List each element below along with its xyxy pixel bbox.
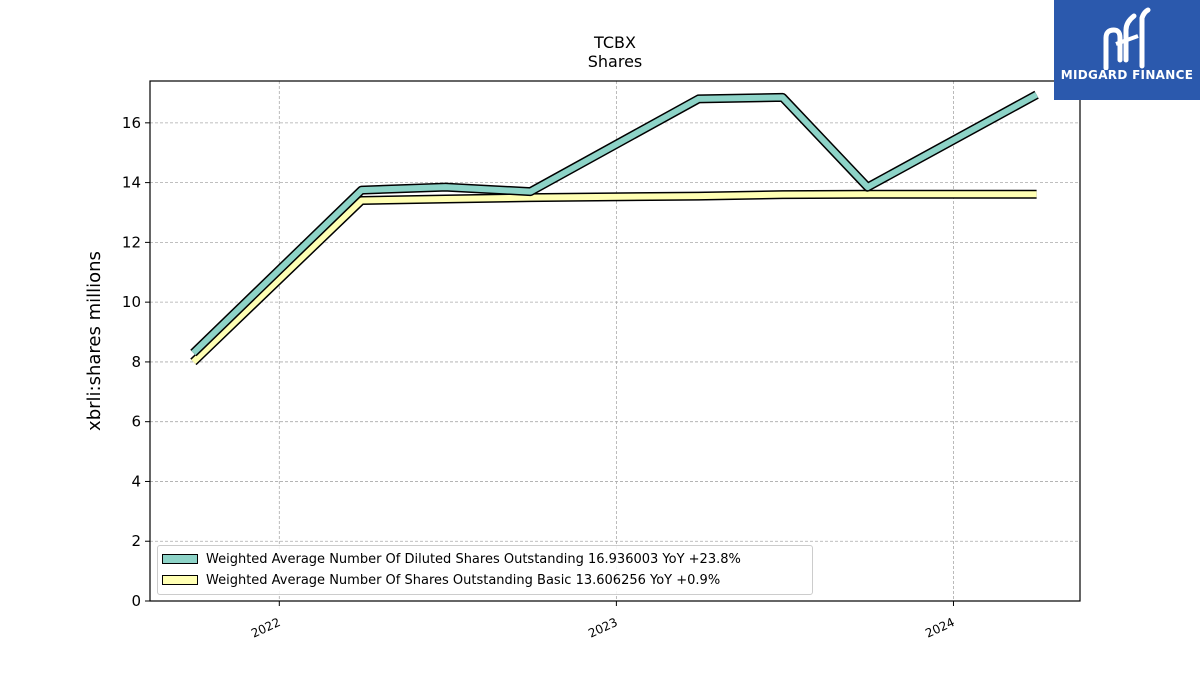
legend: Weighted Average Number Of Diluted Share…	[157, 545, 813, 595]
y-tick-label: 14	[122, 174, 141, 192]
legend-item-basic: Weighted Average Number Of Shares Outsta…	[158, 570, 720, 590]
series-line-0	[191, 92, 1039, 356]
y-tick-label: 12	[122, 233, 141, 251]
legend-label-basic: Weighted Average Number Of Shares Outsta…	[206, 572, 721, 588]
legend-item-diluted: Weighted Average Number Of Diluted Share…	[158, 549, 741, 569]
legend-label-diluted: Weighted Average Number Of Diluted Share…	[206, 551, 741, 567]
y-axis-label: xbrli:shares millions	[84, 251, 105, 431]
logo-text: MIDGARD FINANCE	[1060, 68, 1194, 82]
plot-frame	[149, 80, 1081, 602]
midgard-finance-logo: MIDGARD FINANCE	[1054, 0, 1200, 100]
y-tick-label: 0	[131, 592, 141, 610]
y-tick-label: 4	[131, 472, 141, 490]
chart-title: TCBX	[594, 33, 636, 52]
y-tick-label: 8	[131, 353, 141, 371]
x-tick-label: 2022	[249, 615, 283, 641]
chart-subtitle: Shares	[587, 52, 643, 71]
x-tick-label: 2023	[586, 615, 620, 641]
series-outline-1	[190, 189, 1037, 366]
x-tick-label: 2024	[923, 615, 957, 641]
series-outline-0	[190, 90, 1039, 357]
y-tick-label: 6	[131, 413, 141, 431]
legend-swatch-basic	[162, 575, 198, 585]
legend-swatch-diluted	[162, 554, 198, 564]
gridlines	[150, 81, 1080, 602]
logo-mark-icon	[1103, 7, 1151, 70]
y-tick-label: 16	[122, 114, 141, 132]
series-line-1	[191, 191, 1037, 365]
y-tick-label: 2	[131, 532, 141, 550]
y-tick-label: 10	[122, 293, 141, 311]
series-lines	[190, 90, 1039, 366]
